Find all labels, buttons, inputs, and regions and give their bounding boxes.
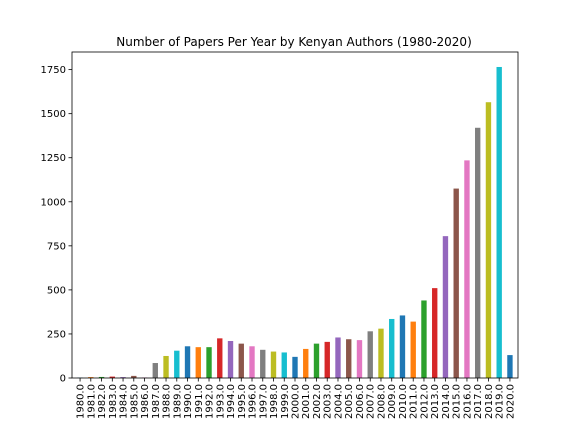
bar-1999.0 (281, 352, 287, 378)
x-tick-label: 2013.0 (430, 384, 441, 419)
bar-2002.0 (313, 343, 320, 378)
y-tick-label: 750 (47, 241, 66, 252)
bar-2019.0 (496, 66, 502, 378)
bar-2016.0 (464, 160, 470, 378)
x-tick-label: 2007.0 (366, 384, 377, 419)
x-tick-label: 2004.0 (333, 384, 344, 419)
bar-2013.0 (432, 288, 438, 378)
y-tick-label: 1250 (41, 153, 66, 164)
x-tick-label: 2011.0 (409, 384, 420, 419)
x-tick-label: 1983.0 (108, 384, 119, 419)
bar-2008.0 (378, 328, 384, 378)
x-tick-label: 2014.0 (441, 384, 452, 419)
x-tick-label: 1988.0 (162, 384, 173, 419)
x-tick-label: 1992.0 (205, 384, 216, 419)
x-tick-label: 1990.0 (183, 384, 194, 419)
bar-1983.0 (109, 376, 115, 378)
bar-2003.0 (324, 341, 330, 378)
x-tick-label: 1994.0 (226, 384, 237, 419)
bar-2015.0 (453, 188, 459, 378)
plot-frame (71, 51, 519, 379)
bar-1985.0 (131, 375, 137, 378)
x-tick-label: 1987.0 (151, 384, 162, 419)
bar-1993.0 (217, 338, 223, 378)
bar-1997.0 (260, 349, 266, 378)
bar-1982.0 (98, 376, 105, 378)
bar-2006.0 (356, 340, 363, 378)
x-tick-label: 2000.0 (291, 384, 302, 419)
chart-title: Number of Papers Per Year by Kenyan Auth… (116, 35, 472, 49)
x-tick-label: 2005.0 (344, 384, 355, 419)
y-tick-label: 0 (60, 374, 66, 385)
y-tick-label: 1750 (41, 65, 66, 76)
bar-2001.0 (303, 348, 309, 378)
bar-1988.0 (163, 355, 169, 378)
x-tick-label: 2018.0 (484, 384, 495, 419)
y-axis-ticks: 0 250 500 750 1000 1250 1500 1750 (41, 65, 72, 385)
x-tick-label: 2020.0 (505, 384, 516, 419)
bar-2004.0 (335, 337, 341, 378)
bars-group (77, 66, 513, 378)
x-tick-label: 2001.0 (301, 384, 312, 419)
x-tick-label: 1998.0 (269, 384, 280, 419)
x-tick-label: 1985.0 (129, 384, 140, 419)
x-tick-label: 1980.0 (76, 384, 87, 419)
x-tick-label: 2003.0 (323, 384, 334, 419)
x-tick-label: 1995.0 (237, 384, 248, 419)
bar-1996.0 (249, 346, 255, 378)
x-tick-label: 1982.0 (97, 384, 108, 419)
y-tick-label: 1500 (41, 109, 66, 120)
bar-2005.0 (346, 339, 352, 378)
x-tick-label: 2002.0 (312, 384, 323, 419)
bar-2010.0 (399, 315, 406, 378)
bar-2018.0 (485, 102, 492, 378)
x-tick-label: 1999.0 (280, 384, 291, 419)
x-tick-label: 2008.0 (376, 384, 387, 419)
x-tick-label: 1986.0 (140, 384, 151, 419)
x-tick-label: 1984.0 (119, 384, 130, 419)
bar-1981.0 (88, 377, 94, 378)
bar-1990.0 (184, 346, 191, 378)
bar-2009.0 (389, 318, 395, 378)
bar-1987.0 (152, 363, 158, 378)
x-tick-label: 2019.0 (495, 384, 506, 419)
bar-2014.0 (442, 236, 449, 378)
x-tick-label: 2009.0 (387, 384, 398, 419)
x-tick-label: 1993.0 (215, 384, 226, 419)
bar-2020.0 (507, 355, 513, 378)
bar-1992.0 (206, 347, 212, 378)
y-tick-label: 250 (47, 329, 66, 340)
y-tick-label: 500 (47, 285, 66, 296)
bar-2000.0 (292, 356, 298, 378)
bar-1989.0 (174, 350, 180, 378)
x-tick-label: 1997.0 (258, 384, 269, 419)
bar-2017.0 (475, 127, 481, 378)
bar-1995.0 (238, 343, 244, 378)
x-tick-label: 2006.0 (355, 384, 366, 419)
bar-1994.0 (227, 340, 234, 378)
y-tick-label: 1000 (41, 197, 66, 208)
x-tick-label: 2016.0 (462, 384, 473, 419)
x-tick-label: 2015.0 (452, 384, 463, 419)
x-axis-ticks: 1980.0 1981.0 1982.0 1983.0 1984.0 1985.0 1986… (76, 378, 516, 419)
bar-2011.0 (410, 321, 416, 378)
x-tick-label: 2017.0 (473, 384, 484, 419)
bar-1991.0 (195, 347, 201, 378)
x-tick-label: 2012.0 (419, 384, 430, 419)
x-tick-label: 2010.0 (398, 384, 409, 419)
x-tick-label: 1991.0 (194, 384, 205, 419)
bar-1998.0 (270, 351, 277, 378)
bar-1984.0 (120, 377, 126, 378)
bar-2007.0 (367, 331, 373, 378)
x-tick-label: 1996.0 (248, 384, 259, 419)
x-tick-label: 1989.0 (172, 384, 183, 419)
bar-2012.0 (421, 300, 427, 378)
x-tick-label: 1981.0 (86, 384, 97, 419)
